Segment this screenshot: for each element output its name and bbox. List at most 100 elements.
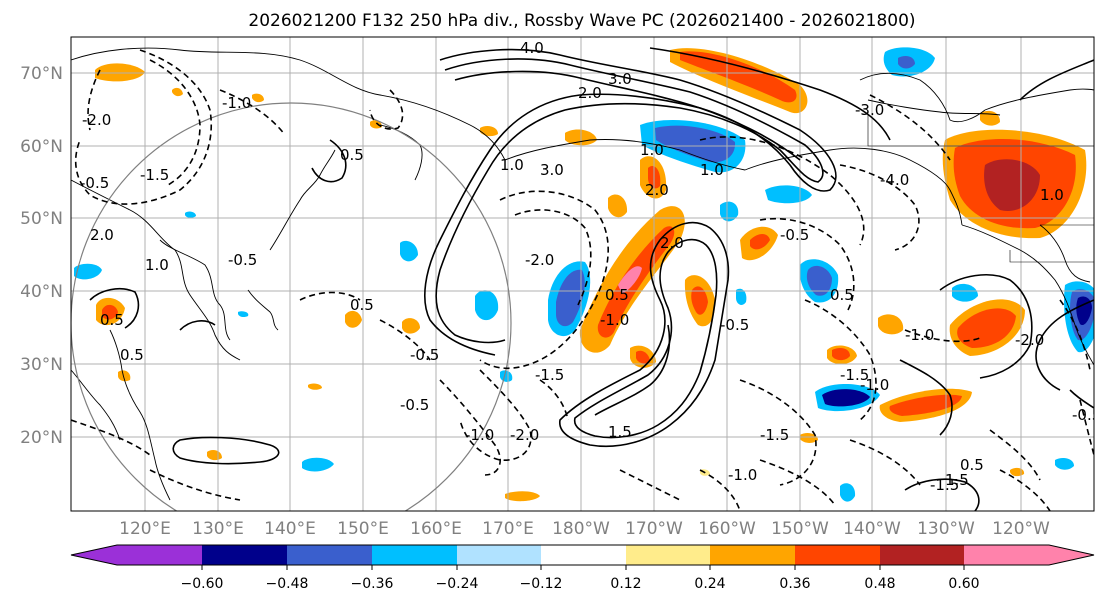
contour-label: 0.5 <box>100 311 124 329</box>
div-patch <box>95 63 145 82</box>
div-patch <box>345 310 362 328</box>
contour-label: -1.5 <box>760 426 789 444</box>
div-patch <box>750 234 770 250</box>
contour-label: 3.0 <box>540 161 564 179</box>
lon-label: 140°E <box>264 519 316 539</box>
colorbar-tick-label: 0.60 <box>948 576 979 592</box>
contour-label: -1.0 <box>860 376 889 394</box>
contour-label: 1.0 <box>1040 186 1064 204</box>
div-patch <box>720 201 739 222</box>
contour-label: 1.0 <box>145 256 169 274</box>
div-patch <box>597 226 675 338</box>
contour-label: -1.5 <box>140 166 169 184</box>
contour-labels: 4.0 3.0 2.0 1.0 0.5 -0.5 -1.0 -1.5 -2.0 … <box>80 39 1094 494</box>
div-patch <box>806 265 832 296</box>
div-patch <box>370 120 382 129</box>
div-patch <box>655 125 736 163</box>
contour-label: 0.5 <box>120 346 144 364</box>
lon-label: 130°W <box>917 519 975 539</box>
contour-label: -2.0 <box>510 426 539 444</box>
contour-label: -4.0 <box>880 171 909 189</box>
div-patch <box>800 432 818 443</box>
graticule <box>71 37 1094 511</box>
div-patch <box>400 240 418 262</box>
div-patch <box>480 126 498 137</box>
contour-label: -2.0 <box>525 251 554 269</box>
contour-label: 3.0 <box>608 70 632 88</box>
colorbar-segment <box>372 545 457 565</box>
div-patch <box>500 370 513 382</box>
contour-label: 1.0 <box>500 156 524 174</box>
contour-label: 4.0 <box>520 39 544 57</box>
contour-label: -0.5 <box>410 346 439 364</box>
div-patch <box>691 286 708 315</box>
contour-label: 0.5 <box>340 146 364 164</box>
contour-label: -1.0 <box>728 466 757 484</box>
colorbar-segment <box>202 545 287 565</box>
colorbar-tick-label: 0.36 <box>779 576 810 592</box>
div-patch <box>302 457 334 472</box>
div-patch <box>308 383 322 390</box>
lat-label: 30°N <box>20 355 63 375</box>
contour-label: 2.0 <box>660 234 684 252</box>
colorbar-segment <box>287 545 372 565</box>
div-patch <box>984 159 1040 211</box>
div-patch <box>832 348 850 361</box>
contour-label: -0.5 <box>780 226 809 244</box>
contour-label: -1.5 <box>535 366 564 384</box>
lon-label: 140°W <box>843 519 901 539</box>
contour-label: 0.5 <box>830 286 854 304</box>
div-patch <box>608 194 628 218</box>
div-patch <box>840 483 856 502</box>
contour-label: 1.0 <box>640 141 664 159</box>
div-patch <box>680 51 797 103</box>
negative-contours <box>71 49 1094 511</box>
div-patch <box>1076 296 1092 326</box>
div-patch <box>475 290 499 321</box>
div-patch <box>505 491 540 502</box>
lon-label: 120°W <box>992 519 1050 539</box>
lon-label: 180°W <box>552 519 610 539</box>
div-patch <box>238 311 249 318</box>
div-patch <box>185 211 196 218</box>
lon-label: 150°W <box>771 519 829 539</box>
contour-label: -0.5 <box>80 174 109 192</box>
contour-label: -1.0 <box>905 326 934 344</box>
div-patch <box>118 370 131 382</box>
contour-label: -2.0 <box>1015 331 1044 349</box>
map-content: 4.0 3.0 2.0 1.0 0.5 -0.5 -1.0 -1.5 -2.0 … <box>71 37 1094 511</box>
map-title: 2026021200 F132 250 hPa div., Rossby Wav… <box>248 11 915 31</box>
colorbar-segment <box>880 545 964 565</box>
lat-label: 70°N <box>20 64 63 84</box>
div-patch <box>636 350 650 364</box>
div-patch <box>889 394 962 416</box>
div-patch <box>1055 458 1074 470</box>
colorbar-segment <box>795 545 880 565</box>
colorbar-ticks <box>201 565 965 570</box>
contour-label: -1.0 <box>600 311 629 329</box>
colorbar-segment <box>541 545 626 565</box>
contour-label: -0.5 <box>228 251 257 269</box>
lon-label: 120°E <box>119 519 171 539</box>
positive-contours <box>89 47 1094 511</box>
div-patch <box>878 314 904 335</box>
contour-label: -1.5 <box>930 476 959 494</box>
contour-label: 2.0 <box>578 84 602 102</box>
div-patch <box>618 266 642 294</box>
div-patch <box>822 389 870 407</box>
colorbar-segment <box>457 545 541 565</box>
div-patch <box>74 263 102 280</box>
contour-label: -1.5 <box>840 366 869 384</box>
div-patch <box>952 283 978 302</box>
colorbar-segment <box>71 545 202 565</box>
contour-label: 1.5 <box>945 471 969 489</box>
lat-label: 40°N <box>20 282 63 302</box>
map-frame <box>70 36 1095 512</box>
colorbar-tick-label: −0.48 <box>266 576 309 592</box>
div-patch <box>898 56 915 69</box>
contour-label: 1.0 <box>700 161 724 179</box>
contour-label: -1.0 <box>222 94 251 112</box>
lon-label: 160°E <box>410 519 462 539</box>
div-patch <box>102 304 118 320</box>
